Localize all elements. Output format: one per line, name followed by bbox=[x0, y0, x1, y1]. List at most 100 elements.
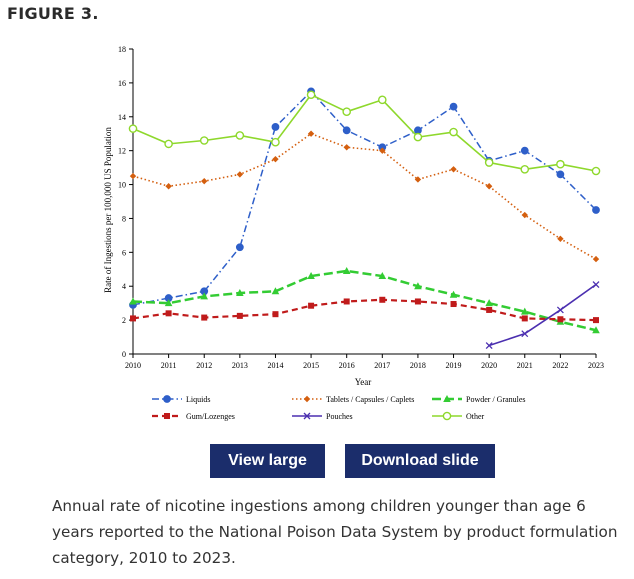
data-point-gum-lozenges bbox=[165, 310, 172, 317]
data-point-powder-granules bbox=[520, 307, 529, 315]
series-liquids bbox=[129, 87, 600, 309]
y-tick-label: 0 bbox=[122, 350, 126, 359]
data-point-powder-granules bbox=[271, 287, 280, 295]
x-tick-label: 2021 bbox=[517, 361, 533, 370]
data-point-powder-granules bbox=[129, 297, 137, 305]
data-point-tablets-capsules-caplets bbox=[236, 171, 244, 178]
data-point-powder-granules bbox=[164, 299, 173, 307]
data-point-tablets-capsules-caplets bbox=[379, 147, 386, 154]
x-tick-label: 2023 bbox=[588, 361, 604, 370]
y-tick-label: 12 bbox=[118, 147, 126, 156]
data-point-liquids bbox=[556, 170, 565, 179]
x-tick-label: 2015 bbox=[303, 361, 319, 370]
data-point-tablets-capsules-caplets bbox=[521, 211, 528, 219]
data-point-powder-granules bbox=[414, 282, 422, 290]
x-tick-label: 2020 bbox=[481, 361, 497, 370]
y-tick-label: 2 bbox=[122, 316, 126, 325]
data-point-gum-lozenges bbox=[130, 315, 136, 322]
data-point-liquids bbox=[271, 123, 280, 131]
data-point-pouches bbox=[556, 306, 564, 314]
series-line-powder-granules bbox=[132, 269, 597, 332]
y-tick-label: 4 bbox=[122, 282, 126, 291]
x-tick-label: 2016 bbox=[339, 361, 355, 370]
data-point-powder-granules bbox=[378, 272, 387, 280]
data-point-tablets-capsules-caplets bbox=[129, 172, 137, 180]
figure-label: FIGURE 3. bbox=[7, 4, 99, 23]
data-point-liquids bbox=[592, 206, 600, 214]
x-tick-label: 2013 bbox=[232, 361, 248, 370]
data-point-tablets-capsules-caplets bbox=[272, 155, 279, 163]
legend-label-powder-granules: Powder / Granules bbox=[466, 395, 526, 404]
data-point-other bbox=[449, 127, 458, 137]
line-chart: Rate of Ingestions per 100,000 US Popula… bbox=[103, 45, 604, 421]
data-point-tablets-capsules-caplets bbox=[307, 130, 315, 137]
data-point-other bbox=[520, 165, 530, 174]
data-point-other bbox=[271, 137, 280, 147]
data-point-other bbox=[484, 158, 494, 167]
data-point-gum-lozenges bbox=[557, 316, 564, 323]
data-point-liquids bbox=[520, 146, 529, 155]
data-point-tablets-capsules-caplets bbox=[485, 183, 493, 190]
data-point-gum-lozenges bbox=[201, 314, 208, 321]
view-large-button[interactable]: View large bbox=[211, 445, 324, 477]
data-point-tablets-capsules-caplets bbox=[592, 255, 600, 263]
data-point-other bbox=[199, 136, 209, 145]
data-point-gum-lozenges bbox=[236, 312, 243, 319]
data-point-powder-granules bbox=[592, 326, 600, 334]
data-point-tablets-capsules-caplets bbox=[343, 144, 350, 151]
data-point-tablets-capsules-caplets bbox=[450, 166, 457, 173]
legend-marker-liquids bbox=[163, 395, 171, 403]
legend-label-tablets-capsules-caplets: Tablets / Capsules / Caplets bbox=[326, 395, 414, 404]
data-point-gum-lozenges bbox=[308, 302, 315, 309]
data-point-gum-lozenges bbox=[521, 315, 528, 322]
legend-item-other: Other bbox=[432, 411, 485, 421]
series-line-pouches bbox=[488, 283, 597, 347]
data-point-pouches bbox=[485, 342, 493, 349]
data-point-powder-granules bbox=[449, 290, 458, 298]
data-point-gum-lozenges bbox=[272, 311, 279, 318]
y-tick-label: 14 bbox=[118, 113, 126, 122]
x-tick-label: 2018 bbox=[410, 361, 426, 370]
y-tick-label: 6 bbox=[122, 248, 126, 257]
data-point-powder-granules bbox=[236, 289, 244, 296]
data-point-other bbox=[591, 166, 601, 176]
data-point-powder-granules bbox=[200, 292, 209, 300]
y-tick-label: 8 bbox=[122, 214, 126, 223]
data-point-tablets-capsules-caplets bbox=[165, 183, 172, 190]
data-point-other bbox=[128, 124, 138, 133]
data-point-pouches bbox=[521, 330, 529, 338]
series-gum-lozenges bbox=[130, 296, 599, 324]
data-point-gum-lozenges bbox=[343, 298, 350, 305]
y-tick-label: 10 bbox=[118, 181, 126, 190]
y-tick-label: 16 bbox=[118, 79, 126, 88]
data-point-powder-granules bbox=[342, 266, 351, 274]
x-tick-label: 2012 bbox=[196, 361, 212, 370]
download-slide-button[interactable]: Download slide bbox=[346, 445, 494, 477]
legend-marker-other bbox=[442, 411, 452, 421]
x-axis-label: Year bbox=[355, 377, 372, 387]
data-point-other bbox=[164, 139, 173, 149]
series-powder-granules bbox=[129, 266, 600, 334]
legend-label-pouches: Pouches bbox=[326, 412, 353, 421]
y-tick-label: 18 bbox=[118, 45, 126, 54]
data-point-gum-lozenges bbox=[593, 317, 599, 324]
legend-label-liquids: Liquids bbox=[186, 395, 210, 404]
data-point-other bbox=[413, 132, 423, 142]
data-point-other bbox=[235, 131, 245, 140]
data-point-other bbox=[306, 90, 316, 100]
data-point-liquids bbox=[342, 126, 351, 135]
legend-marker-pouches bbox=[303, 412, 311, 420]
data-point-gum-lozenges bbox=[379, 296, 386, 303]
data-point-other bbox=[342, 107, 351, 116]
data-point-tablets-capsules-caplets bbox=[557, 235, 564, 242]
legend-label-other: Other bbox=[466, 412, 485, 421]
data-point-powder-granules bbox=[307, 272, 315, 280]
data-point-liquids bbox=[449, 102, 458, 111]
data-point-liquids bbox=[414, 126, 422, 135]
legend-item-pouches: Pouches bbox=[292, 412, 353, 421]
x-tick-label: 2022 bbox=[552, 361, 568, 370]
y-axis-label: Rate of Ingestions per 100,000 US Popula… bbox=[103, 127, 113, 293]
legend-label-gum-lozenges: Gum/Lozenges bbox=[186, 412, 235, 421]
data-point-gum-lozenges bbox=[450, 301, 457, 308]
series-tablets-capsules-caplets bbox=[129, 130, 600, 263]
